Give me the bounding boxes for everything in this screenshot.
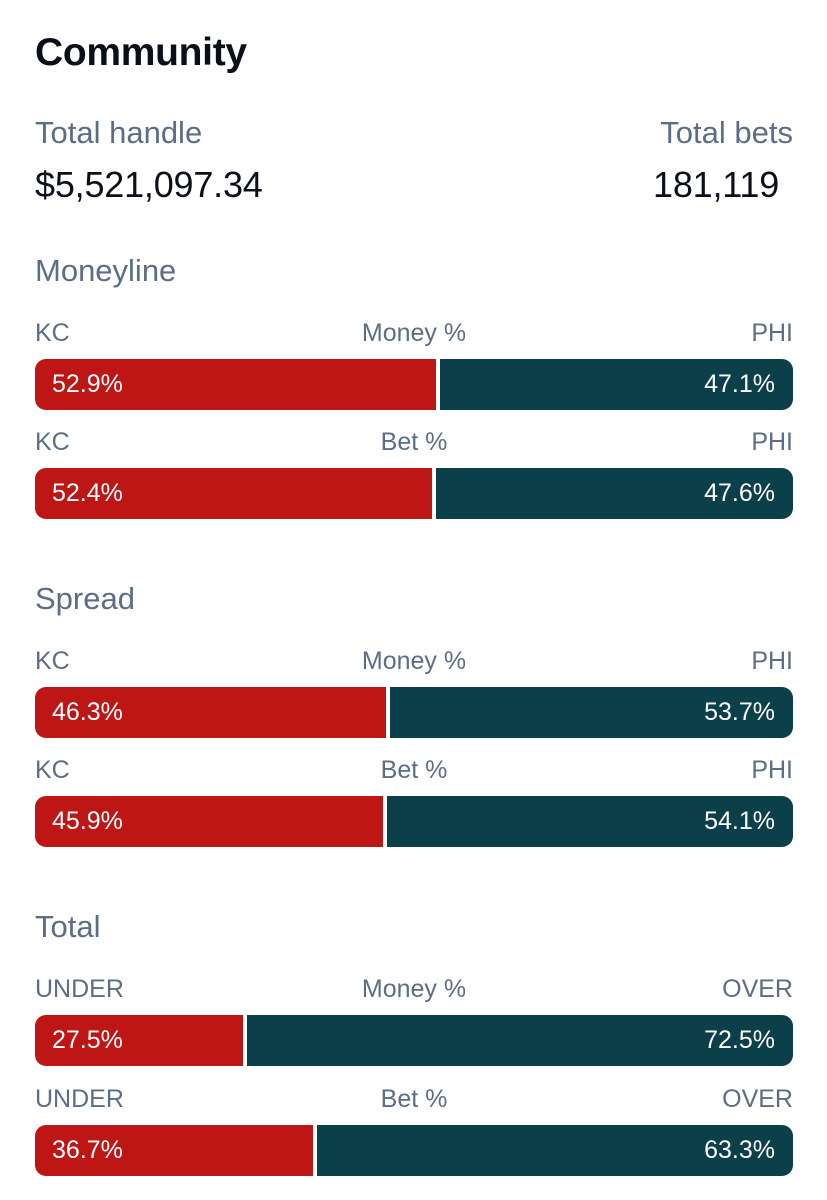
total-bet-bar: 36.7% 63.3% bbox=[35, 1125, 793, 1176]
section-title-spread: Spread bbox=[35, 581, 135, 616]
row-metric-label: Bet % bbox=[380, 428, 448, 456]
row-left-label: KC bbox=[35, 647, 70, 675]
bar-right-segment: 72.5% bbox=[243, 1015, 793, 1066]
row-right-label: PHI bbox=[751, 756, 793, 784]
spread-bet-labels: KC Bet % PHI bbox=[35, 756, 793, 790]
section-title-total: Total bbox=[35, 909, 101, 944]
row-left-label: KC bbox=[35, 428, 70, 456]
spread-money-bar: 46.3% 53.7% bbox=[35, 687, 793, 738]
row-left-label: KC bbox=[35, 756, 70, 784]
row-left-label: UNDER bbox=[35, 1085, 124, 1113]
total-handle-value: $5,521,097.34 bbox=[35, 164, 263, 205]
spread-bet-bar: 45.9% 54.1% bbox=[35, 796, 793, 847]
row-metric-label: Money % bbox=[361, 647, 467, 675]
total-money-bar: 27.5% 72.5% bbox=[35, 1015, 793, 1066]
row-right-label: OVER bbox=[722, 975, 793, 1003]
row-metric-label: Bet % bbox=[380, 1085, 448, 1113]
bar-left-segment: 36.7% bbox=[35, 1125, 314, 1176]
total-bets-label: Total bets bbox=[660, 115, 793, 150]
total-bet-labels: UNDER Bet % OVER bbox=[35, 1085, 793, 1119]
row-right-label: PHI bbox=[751, 647, 793, 675]
moneyline-money-bar: 52.9% 47.1% bbox=[35, 359, 793, 410]
bar-right-segment: 47.1% bbox=[435, 359, 793, 410]
bar-right-segment: 54.1% bbox=[382, 796, 793, 847]
row-right-label: PHI bbox=[751, 319, 793, 347]
row-metric-label: Money % bbox=[361, 975, 467, 1003]
row-left-label: KC bbox=[35, 319, 70, 347]
bar-left-segment: 52.4% bbox=[35, 468, 433, 519]
bar-right-segment: 53.7% bbox=[385, 687, 793, 738]
bar-left-segment: 46.3% bbox=[35, 687, 386, 738]
total-bets-value: 181,119 bbox=[653, 164, 780, 205]
row-right-label: OVER bbox=[722, 1085, 793, 1113]
row-left-label: UNDER bbox=[35, 975, 124, 1003]
total-handle-label: Total handle bbox=[35, 115, 203, 150]
bar-right-segment: 47.6% bbox=[432, 468, 793, 519]
bar-left-segment: 52.9% bbox=[35, 359, 436, 410]
moneyline-bet-labels: KC Bet % PHI bbox=[35, 428, 793, 462]
bar-left-segment: 45.9% bbox=[35, 796, 383, 847]
bar-left-segment: 27.5% bbox=[35, 1015, 244, 1066]
page-title: Community bbox=[35, 31, 247, 74]
spread-money-labels: KC Money % PHI bbox=[35, 647, 793, 681]
bar-right-segment: 63.3% bbox=[313, 1125, 793, 1176]
row-metric-label: Bet % bbox=[380, 756, 448, 784]
moneyline-bet-bar: 52.4% 47.6% bbox=[35, 468, 793, 519]
row-metric-label: Money % bbox=[361, 319, 467, 347]
total-money-labels: UNDER Money % OVER bbox=[35, 975, 793, 1009]
moneyline-money-labels: KC Money % PHI bbox=[35, 319, 793, 353]
row-right-label: PHI bbox=[751, 428, 793, 456]
section-title-moneyline: Moneyline bbox=[35, 253, 177, 288]
